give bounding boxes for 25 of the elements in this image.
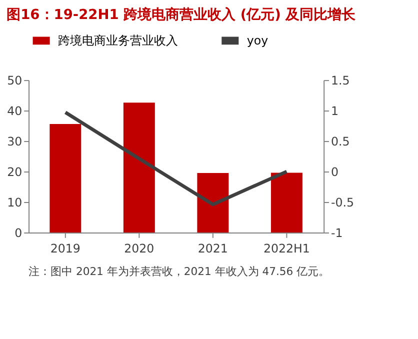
y-tick-label: 30 [7,134,22,148]
x-tick-label: 2022H1 [263,242,310,256]
chart-title: 图16：19-22H1 跨境电商营业收入 (亿元) 及同比增长 [6,6,357,24]
y2-tick-label: 0 [330,164,338,179]
y2-tick-label: 1 [330,104,338,118]
y2-tick-label: 0.5 [330,134,350,148]
legend-label: 跨境电商业务营业收入 [58,34,178,48]
y-tick-label: 0 [14,226,22,240]
y2-tick-label: -0.5 [330,195,354,210]
y-tick-label: 20 [7,164,22,179]
x-tick-label: 2021 [198,242,228,256]
x-tick-label: 2020 [124,242,154,256]
legend-label: yoy [246,34,268,48]
y-tick-label: 40 [7,104,22,118]
y-tick-label: 10 [7,195,22,210]
text: 注：图中 2021 年为并表营收，2021 年收入为 47.56 亿元。 [28,264,330,278]
y-tick-label: 50 [7,73,22,88]
line-series [64,110,288,206]
bar [197,173,229,232]
y2-tick-label: -1 [330,226,343,240]
y2-tick-label: 1.5 [330,73,350,88]
x-tick-label: 2019 [50,242,80,256]
bar [270,172,302,232]
bar [123,102,155,232]
bar [50,124,82,232]
